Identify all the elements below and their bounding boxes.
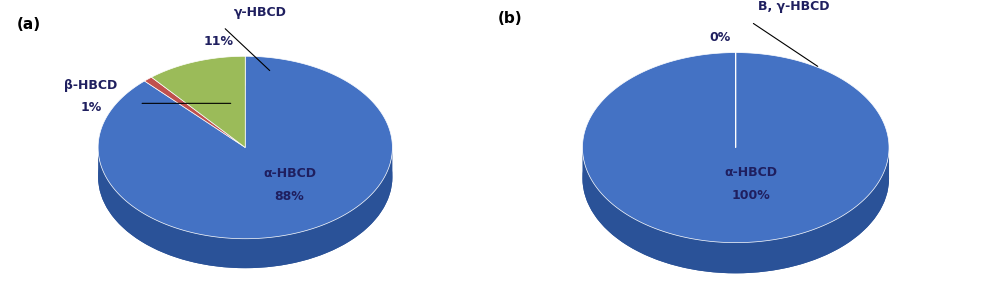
Ellipse shape bbox=[583, 83, 889, 273]
Text: γ-HBCD: γ-HBCD bbox=[233, 6, 286, 19]
Text: 1%: 1% bbox=[80, 101, 101, 114]
Text: (a): (a) bbox=[17, 17, 41, 32]
Text: B, γ-HBCD: B, γ-HBCD bbox=[758, 0, 830, 13]
Text: α-HBCD: α-HBCD bbox=[725, 165, 778, 179]
Text: 0%: 0% bbox=[710, 31, 731, 44]
Text: α-HBCD: α-HBCD bbox=[263, 168, 316, 181]
Polygon shape bbox=[151, 56, 245, 148]
Text: β-HBCD: β-HBCD bbox=[64, 79, 118, 92]
Polygon shape bbox=[583, 148, 889, 273]
Text: 88%: 88% bbox=[275, 190, 304, 203]
Polygon shape bbox=[98, 149, 392, 268]
Polygon shape bbox=[144, 77, 245, 148]
Polygon shape bbox=[583, 53, 889, 243]
Polygon shape bbox=[98, 56, 392, 239]
Ellipse shape bbox=[98, 86, 392, 268]
Text: 100%: 100% bbox=[732, 189, 770, 202]
Text: 11%: 11% bbox=[204, 35, 233, 48]
Text: (b): (b) bbox=[498, 11, 523, 26]
